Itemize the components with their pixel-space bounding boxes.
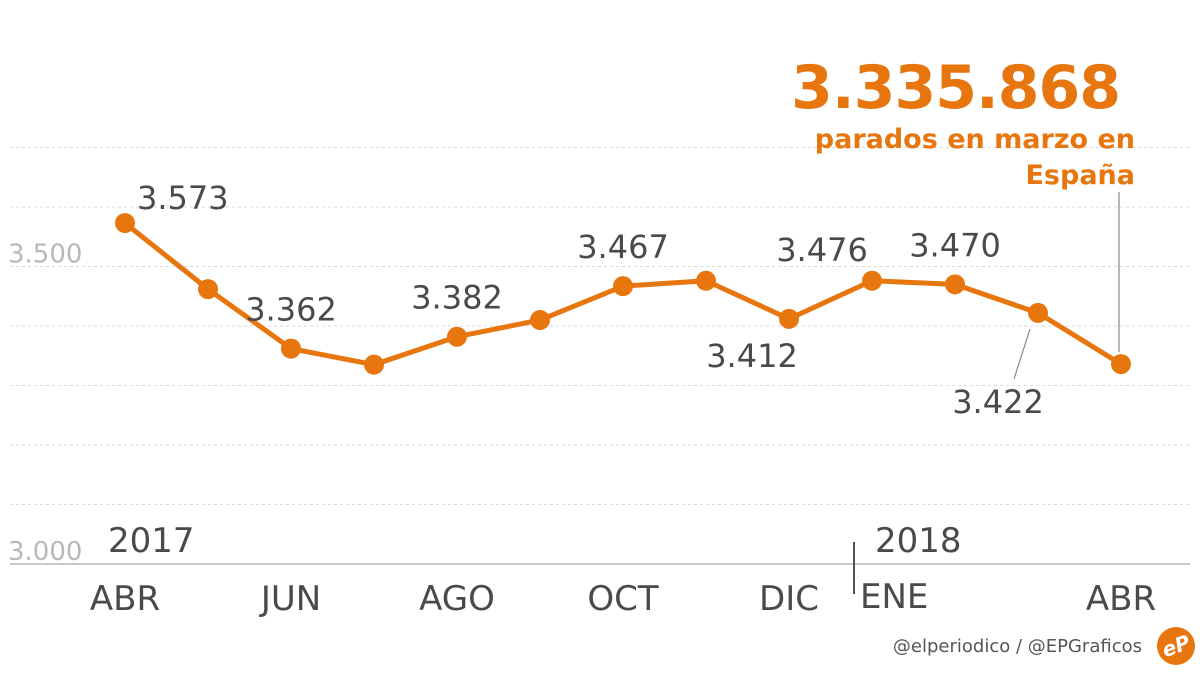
data-point xyxy=(281,338,301,359)
data-label: 3.412 xyxy=(706,337,798,375)
headline-subtitle: parados en marzo en España xyxy=(814,124,1135,191)
data-point xyxy=(779,308,799,329)
year-label: 2018 xyxy=(875,521,962,561)
data-point xyxy=(530,310,550,331)
label-leader-line xyxy=(1013,328,1031,380)
data-point xyxy=(696,270,716,291)
data-point xyxy=(447,326,467,347)
data-point xyxy=(1111,354,1131,375)
data-label: 3.470 xyxy=(909,226,1001,264)
data-point xyxy=(862,270,882,291)
x-tick-label: DIC xyxy=(759,579,819,619)
elperiodico-logo-icon: eP xyxy=(1157,627,1195,665)
headline-value: 3.335.868 xyxy=(791,53,1121,123)
data-label: 3.362 xyxy=(245,291,337,329)
data-label: 3.573 xyxy=(137,179,229,217)
data-point xyxy=(1028,302,1048,323)
data-label: 3.476 xyxy=(776,231,868,269)
data-label: 3.382 xyxy=(411,279,503,317)
x-tick-label: ENE xyxy=(860,577,928,617)
credit-text: @elperiodico / @EPGraficos xyxy=(892,636,1142,657)
data-point xyxy=(115,213,135,234)
data-point xyxy=(198,279,218,300)
x-tick-label: ABR xyxy=(90,579,160,619)
data-point xyxy=(364,354,384,375)
data-label: 3.422 xyxy=(952,383,1044,421)
data-label: 3.467 xyxy=(577,228,669,266)
y-tick-label: 3.000 xyxy=(8,537,82,567)
x-tick-label: ABR xyxy=(1086,579,1156,619)
y-tick-label: 3.500 xyxy=(8,240,82,270)
data-point xyxy=(613,276,633,297)
x-tick-label: OCT xyxy=(587,579,659,619)
data-point xyxy=(945,274,965,295)
x-tick-label: AGO xyxy=(419,579,495,619)
year-label: 2017 xyxy=(108,521,195,561)
x-tick-label: JUN xyxy=(259,579,321,619)
